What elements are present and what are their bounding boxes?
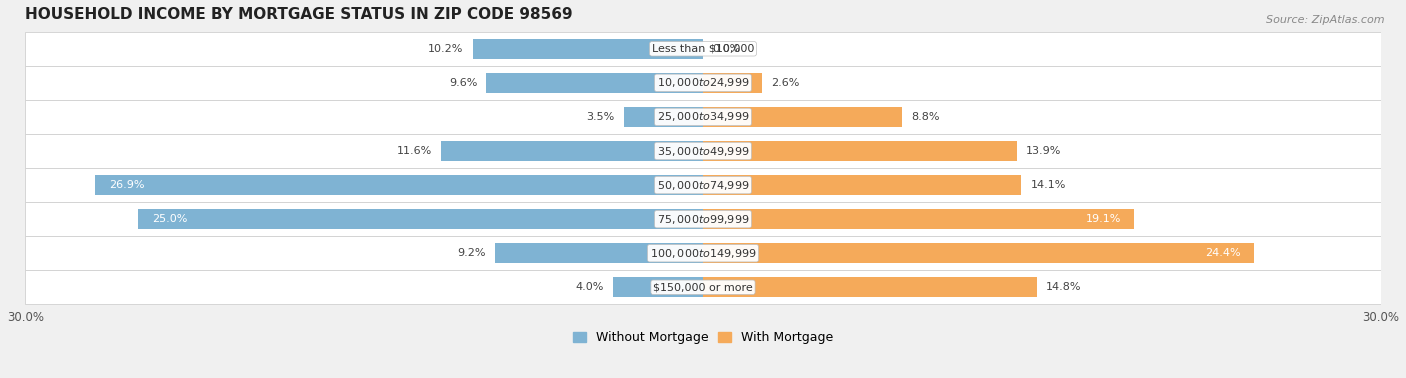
Bar [25,168,1381,202]
Bar [472,39,703,59]
Text: 26.9%: 26.9% [110,180,145,190]
Text: $75,000 to $99,999: $75,000 to $99,999 [657,213,749,226]
Bar [25,32,1381,66]
Text: 25.0%: 25.0% [152,214,187,224]
Bar [703,73,762,93]
Bar [25,202,1381,236]
Text: $10,000 to $24,999: $10,000 to $24,999 [657,76,749,89]
Text: 2.6%: 2.6% [770,78,799,88]
Bar [25,270,1381,304]
Bar [703,107,901,127]
Text: $150,000 or more: $150,000 or more [654,282,752,292]
Text: 13.9%: 13.9% [1026,146,1062,156]
Text: $50,000 to $74,999: $50,000 to $74,999 [657,178,749,192]
Text: 14.1%: 14.1% [1031,180,1066,190]
Text: 4.0%: 4.0% [575,282,603,292]
Text: Source: ZipAtlas.com: Source: ZipAtlas.com [1267,15,1385,25]
Bar [441,141,703,161]
Text: 11.6%: 11.6% [396,146,432,156]
Legend: Without Mortgage, With Mortgage: Without Mortgage, With Mortgage [568,327,838,349]
Bar [138,209,703,229]
Bar [613,277,703,297]
Text: $100,000 to $149,999: $100,000 to $149,999 [650,247,756,260]
Bar [495,243,703,263]
Text: 14.8%: 14.8% [1046,282,1081,292]
Bar [96,175,703,195]
Bar [703,175,1021,195]
Text: 8.8%: 8.8% [911,112,939,122]
Bar [486,73,703,93]
Bar [25,134,1381,168]
Text: 0.0%: 0.0% [711,44,741,54]
Text: 10.2%: 10.2% [429,44,464,54]
Text: $25,000 to $34,999: $25,000 to $34,999 [657,110,749,124]
Bar [703,209,1135,229]
Text: 9.2%: 9.2% [458,248,486,258]
Text: Less than $10,000: Less than $10,000 [652,44,754,54]
Text: 19.1%: 19.1% [1085,214,1121,224]
Text: 24.4%: 24.4% [1205,248,1240,258]
Bar [703,243,1254,263]
Bar [703,277,1038,297]
Text: 3.5%: 3.5% [586,112,614,122]
Text: $35,000 to $49,999: $35,000 to $49,999 [657,144,749,158]
Bar [25,100,1381,134]
Bar [25,66,1381,100]
Text: 9.6%: 9.6% [449,78,477,88]
Bar [703,141,1017,161]
Text: HOUSEHOLD INCOME BY MORTGAGE STATUS IN ZIP CODE 98569: HOUSEHOLD INCOME BY MORTGAGE STATUS IN Z… [25,7,574,22]
Bar [25,236,1381,270]
Bar [624,107,703,127]
